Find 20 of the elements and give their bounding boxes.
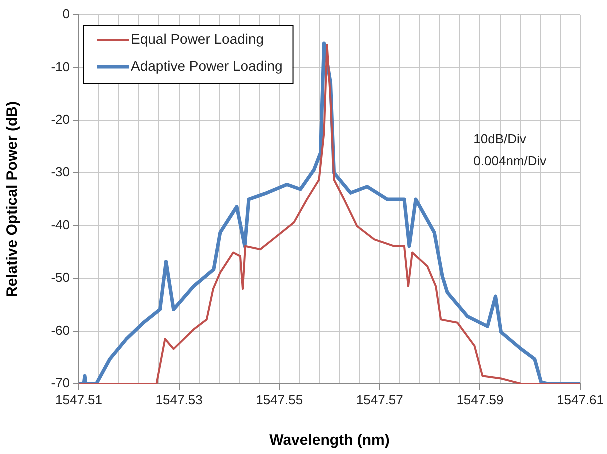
x-axis-title: Wavelength (nm): [270, 432, 390, 450]
legend-label: Adaptive Power Loading: [131, 58, 283, 74]
y-tick-label: -20: [51, 112, 70, 128]
x-tick-label: 1547.51: [56, 392, 102, 408]
y-tick-label: -10: [51, 59, 70, 74]
x-tick-label: 1547.53: [156, 392, 203, 408]
y-tick-label: -60: [51, 322, 70, 338]
x-tick-label: 1547.55: [256, 392, 304, 408]
x-tick-label: 1547.57: [356, 392, 404, 408]
x-tick-label: 1547.59: [456, 392, 504, 408]
y-tick-label: -40: [51, 217, 70, 232]
annotation: 0.004nm/Div: [474, 154, 548, 169]
y-tick-label: -70: [51, 376, 70, 391]
annotation: 10dB/Div: [474, 132, 527, 147]
legend-label: Equal Power Loading: [131, 30, 264, 47]
x-tick-label: 1547.61: [557, 392, 604, 408]
y-axis-title: Relative Optical Power (dB): [4, 102, 22, 298]
y-tick-label: -50: [51, 270, 70, 286]
y-tick-label: 0: [62, 6, 70, 22]
y-tick-label: -30: [51, 164, 70, 180]
